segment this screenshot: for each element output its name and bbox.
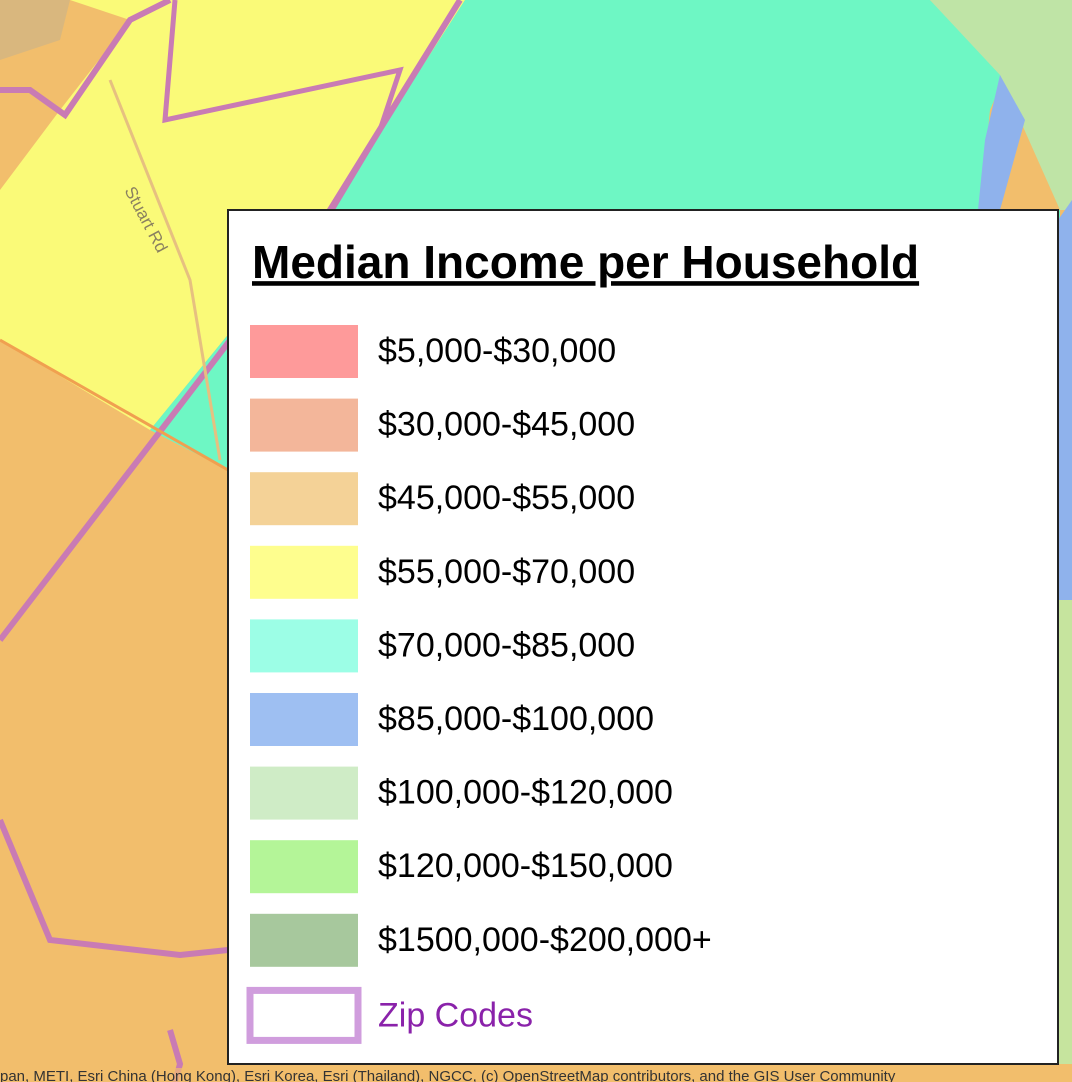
income-area-tan xyxy=(0,0,70,60)
legend-swatch xyxy=(250,398,358,452)
legend-label: $120,000-$150,000 xyxy=(378,847,673,885)
legend-swatch xyxy=(246,986,362,1044)
zip-boundary xyxy=(0,818,229,959)
legend-swatch xyxy=(250,545,358,599)
attribution-bar xyxy=(0,1068,1072,1082)
income-area-blue xyxy=(978,75,1025,210)
income-area-green xyxy=(1058,600,1072,1064)
legend-label: $85,000-$100,000 xyxy=(378,700,654,738)
legend-label: $100,000-$120,000 xyxy=(378,774,673,812)
legend-items: $5,000-$30,000 $30,000-$45,000 $45,000-$55… xyxy=(246,325,712,1044)
legend-swatch xyxy=(250,693,358,746)
legend-swatch xyxy=(250,325,358,378)
road xyxy=(108,79,222,461)
legend-title: Median Income per Household xyxy=(252,236,919,288)
legend-swatch xyxy=(250,619,358,673)
legend-label: $70,000-$85,000 xyxy=(378,626,635,664)
legend-label: Zip Codes xyxy=(378,996,533,1034)
legend-box xyxy=(227,209,1059,1065)
legend-swatch xyxy=(250,840,358,894)
legend-label: $1500,000-$200,000+ xyxy=(378,921,712,959)
legend-swatch xyxy=(250,913,358,967)
area-border xyxy=(0,338,229,472)
legend-swatch xyxy=(250,472,358,526)
income-area-green xyxy=(930,0,1072,210)
legend-label: $55,000-$70,000 xyxy=(378,553,635,591)
zip-boundary xyxy=(0,0,172,120)
income-area-blue xyxy=(1058,200,1072,600)
legend-label: $5,000-$30,000 xyxy=(378,332,616,370)
legend-label: $30,000-$45,000 xyxy=(378,406,635,444)
legend-label: $45,000-$55,000 xyxy=(378,479,635,517)
attribution: pan, METI, Esri China (Hong Kong), Esri … xyxy=(0,1068,896,1082)
legend-swatch xyxy=(250,766,358,820)
